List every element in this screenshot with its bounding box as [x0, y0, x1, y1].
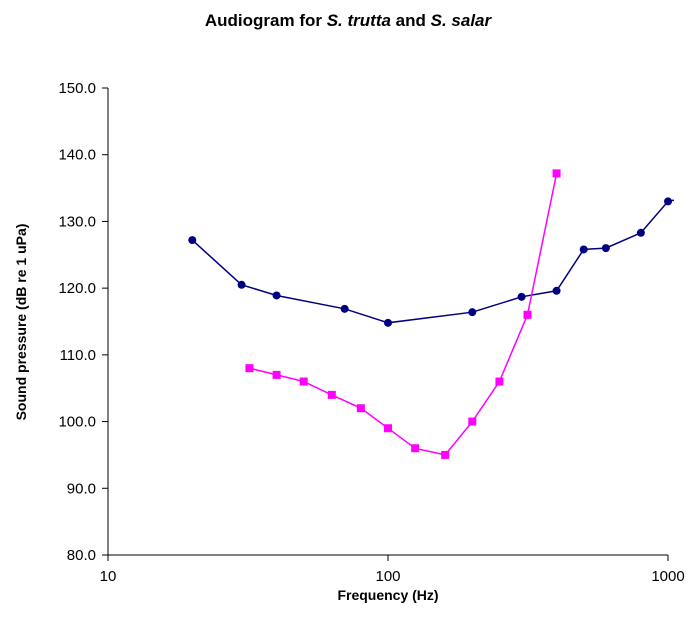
series-1-point [579, 245, 588, 254]
series-1-point [384, 318, 392, 327]
series-1-point [601, 244, 610, 253]
series-1-point [552, 286, 561, 295]
y-tick-label: 140.0 [58, 147, 96, 164]
series-2-point [523, 310, 532, 319]
y-axis-title: Sound pressure (dB re 1 uPa) [13, 224, 29, 421]
series-1-point [636, 228, 645, 237]
plot-area: 80.0 90.0 100.0 110.0 120.0 130.0 140.0 150.0 10… [58, 80, 684, 585]
x-tick-label: 10 [100, 568, 117, 585]
y-tick-label: 150.0 [58, 80, 96, 97]
series-2-point [552, 169, 561, 178]
series-2-line [249, 173, 558, 456]
chart-title-species-2: S. salar [431, 11, 493, 30]
x-tick-label: 100 [375, 568, 400, 585]
series-2-point [411, 444, 420, 453]
series-1-point [237, 280, 246, 289]
chart-title: Audiogram for S. trutta and S. salar [205, 11, 493, 30]
chart-title-species-1: S. trutta [327, 11, 391, 30]
series-1-point [517, 292, 526, 301]
series-1-point [272, 291, 281, 300]
series-1-point [188, 236, 197, 245]
chart-title-prefix: Audiogram for [205, 11, 327, 30]
series-2-point [272, 370, 281, 379]
series-2-point [356, 404, 365, 413]
series-2-point [441, 450, 450, 459]
y-tick-label: 130.0 [58, 213, 96, 230]
series-2-point [495, 377, 504, 386]
x-axis-title: Frequency (Hz) [337, 587, 438, 603]
chart-title-middle: and [391, 11, 431, 30]
x-tick-label: 1000 [651, 568, 684, 585]
y-tick-label: 90.0 [67, 480, 96, 497]
y-tick-label: 110.0 [60, 347, 96, 364]
series-2-point [327, 390, 336, 399]
series-1-point [468, 308, 477, 317]
series-2-point [468, 417, 477, 426]
y-tick-label: 120.0 [58, 280, 96, 297]
series-1-line [191, 199, 675, 324]
series-1-point [664, 197, 672, 206]
series-1-point [340, 304, 349, 313]
series-2-point [245, 364, 254, 373]
series-2-point [299, 377, 308, 386]
y-tick-label: 100.0 [58, 414, 96, 431]
y-tick-label: 80.0 [67, 547, 96, 564]
series-2-point [384, 424, 392, 433]
